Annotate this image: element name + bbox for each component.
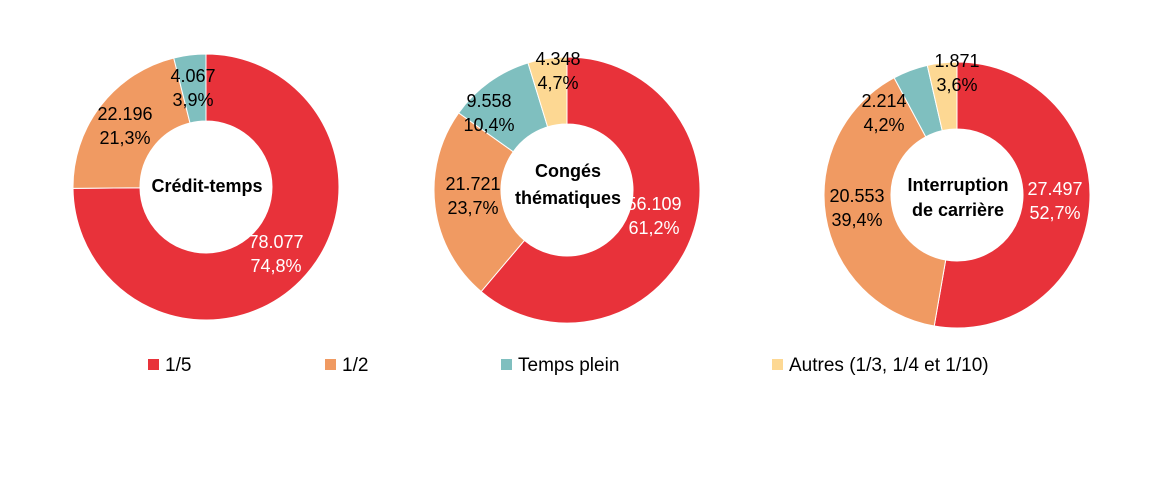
percent-label: 21,3% [99,128,150,148]
value-label: 56.109 [626,194,681,214]
legend-label: Temps plein [518,355,619,376]
legend-marker [501,359,512,370]
donut-slice-1-3 [173,53,207,124]
percent-label: 4,7% [537,73,578,93]
legend-label: 1/5 [165,355,191,376]
legend-label: Autres (1/3, 1/4 et 1/10) [789,355,989,376]
value-label: 27.497 [1027,179,1082,199]
percent-label: 4,2% [863,115,904,135]
value-label: 1.871 [934,51,979,71]
donut-title: de carrière [912,200,1004,220]
percent-label: 74,8% [250,256,301,276]
legend-label: 1/2 [342,355,368,376]
percent-label: 39,4% [831,210,882,230]
value-label: 78.077 [248,232,303,252]
value-label: 21.721 [445,174,500,194]
value-label: 22.196 [97,104,152,124]
legend-marker [772,359,783,370]
donut-title: Interruption [908,175,1009,195]
percent-label: 10,4% [463,115,514,135]
donut-title: Crédit-temps [151,176,262,196]
percent-label: 52,7% [1029,203,1080,223]
donut-slice-2-2 [433,112,526,293]
percent-label: 23,7% [447,198,498,218]
percent-label: 3,6% [936,75,977,95]
donut-slice-1-2 [72,57,191,189]
donut-slice-2-4 [527,56,568,128]
percent-label: 3,9% [172,90,213,110]
legend-marker [325,359,336,370]
legend-marker [148,359,159,370]
value-label: 2.214 [861,91,906,111]
donut-title: Congés [535,161,601,181]
value-label: 4.348 [535,49,580,69]
donut-slice-3-4 [926,61,958,132]
percent-label: 61,2% [628,218,679,238]
donut-slice-1-1 [72,53,340,321]
value-label: 20.553 [829,186,884,206]
donut-title: thématiques [515,188,621,208]
donut-slice-2-1 [480,56,701,324]
value-label: 4.067 [170,66,215,86]
value-label: 9.558 [466,91,511,111]
donut-slice-3-2 [823,77,947,327]
donut-slice-3-1 [933,61,1091,329]
